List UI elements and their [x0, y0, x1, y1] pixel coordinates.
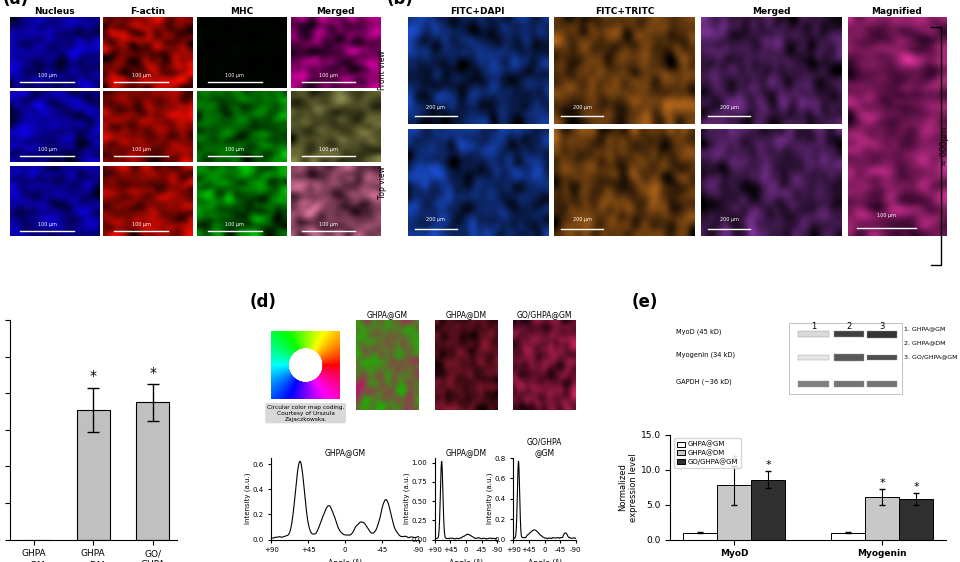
Title: GHPA@GM: GHPA@GM [324, 448, 366, 457]
Text: (a): (a) [2, 0, 28, 8]
Y-axis label: Normalized
expression level: Normalized expression level [618, 453, 637, 522]
Text: 200 μm: 200 μm [426, 217, 445, 223]
Bar [831, 533, 865, 540]
Title: GO/GHPA@GM: GO/GHPA@GM [516, 310, 572, 319]
Bar [865, 497, 900, 540]
Text: GAPDH (~36 kD): GAPDH (~36 kD) [676, 379, 732, 385]
Text: *: * [89, 369, 97, 383]
Text: 3. GO/GHPA@GM: 3. GO/GHPA@GM [904, 355, 958, 360]
Text: (e): (e) [632, 293, 659, 311]
Text: ≈ 600μm: ≈ 600μm [940, 126, 949, 166]
Text: 100 μm: 100 μm [226, 147, 244, 152]
Bar [867, 330, 898, 338]
Title: FITC+TRITC: FITC+TRITC [595, 7, 654, 16]
Text: 100 μm: 100 μm [226, 222, 244, 227]
Text: 3: 3 [879, 322, 885, 331]
Text: 1: 1 [811, 322, 816, 331]
Y-axis label: Intensity (a.u.): Intensity (a.u.) [245, 473, 251, 524]
Text: 100 μm: 100 μm [132, 222, 151, 227]
X-axis label: Angle (°): Angle (°) [527, 559, 562, 562]
Text: *: * [913, 482, 919, 492]
Bar [789, 323, 901, 393]
Bar [136, 402, 169, 540]
Text: 200 μm: 200 μm [720, 105, 738, 110]
Bar [834, 382, 864, 387]
Title: Merged: Merged [317, 7, 355, 16]
Title: GHPA@DM: GHPA@DM [445, 448, 487, 457]
Bar [799, 382, 828, 387]
Bar [834, 331, 864, 337]
Title: GHPA@DM: GHPA@DM [445, 310, 487, 319]
Text: 100 μm: 100 μm [132, 73, 151, 78]
Text: 2: 2 [847, 322, 852, 331]
Text: 100 μm: 100 μm [320, 73, 338, 78]
Text: 1. GHPA@GM: 1. GHPA@GM [904, 326, 946, 331]
Text: 100 μm: 100 μm [226, 73, 244, 78]
Text: 100 μm: 100 μm [37, 222, 57, 227]
Text: Myogenin (34 kD): Myogenin (34 kD) [676, 352, 735, 359]
Text: Top view: Top view [378, 166, 387, 200]
Legend: GHPA@GM, GHPA@DM, GO/GHPA@GM: GHPA@GM, GHPA@DM, GO/GHPA@GM [674, 438, 741, 468]
Bar [683, 533, 717, 540]
Bar [867, 355, 898, 360]
Bar [799, 331, 828, 337]
Text: *: * [765, 460, 771, 470]
Text: 100 μm: 100 μm [132, 147, 151, 152]
Text: 100 μm: 100 μm [877, 212, 897, 217]
Bar [867, 382, 898, 387]
Text: Front view: Front view [378, 51, 387, 90]
Bar [900, 499, 933, 540]
Text: 200 μm: 200 μm [573, 217, 591, 223]
X-axis label: Angle (°): Angle (°) [328, 559, 362, 562]
Title: FITC+DAPI: FITC+DAPI [450, 7, 505, 16]
Text: (d): (d) [250, 293, 276, 311]
Title: MHC: MHC [230, 7, 253, 16]
Text: Circular color map coding.
Courtesy of Urszula
Zajaczkowska.: Circular color map coding. Courtesy of U… [267, 405, 345, 422]
Bar [751, 479, 785, 540]
Title: Merged: Merged [752, 7, 790, 16]
Text: *: * [879, 478, 885, 488]
Bar [834, 355, 864, 361]
Text: *: * [149, 366, 156, 380]
Bar [717, 485, 751, 540]
Text: 200 μm: 200 μm [573, 105, 591, 110]
Text: 100 μm: 100 μm [320, 222, 338, 227]
Bar [77, 410, 109, 540]
Title: Nucleus: Nucleus [34, 7, 75, 16]
Text: 100 μm: 100 μm [37, 73, 57, 78]
Y-axis label: Intensity (a.u.): Intensity (a.u.) [403, 473, 410, 524]
Text: (b): (b) [386, 0, 413, 8]
Title: F-actin: F-actin [131, 7, 166, 16]
Text: 100 μm: 100 μm [37, 147, 57, 152]
Title: GHPA@GM: GHPA@GM [367, 310, 408, 319]
Bar [799, 355, 828, 360]
Text: *: * [732, 455, 737, 465]
Title: Magnified: Magnified [871, 7, 922, 16]
X-axis label: Angle (°): Angle (°) [449, 559, 483, 562]
Y-axis label: Intensity (a.u.): Intensity (a.u.) [487, 473, 493, 524]
Text: 100 μm: 100 μm [320, 147, 338, 152]
Text: 2. GHPA@DM: 2. GHPA@DM [904, 341, 946, 345]
Text: MyoD (45 kD): MyoD (45 kD) [676, 328, 722, 335]
Title: GO/GHPA
@GM: GO/GHPA @GM [527, 437, 563, 457]
Text: 200 μm: 200 μm [426, 105, 445, 110]
Text: 200 μm: 200 μm [720, 217, 738, 223]
